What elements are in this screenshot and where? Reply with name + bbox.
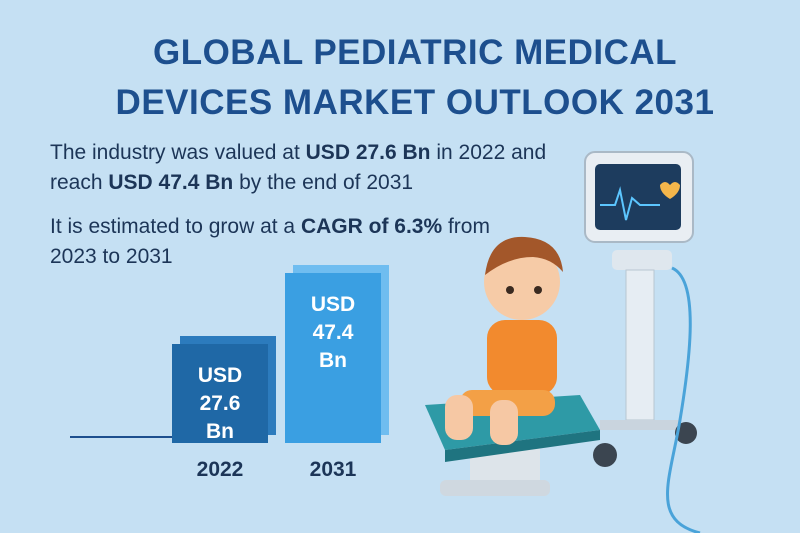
highlight: CAGR of 6.3% xyxy=(300,215,443,238)
text: by the end of 2031 xyxy=(233,171,414,194)
text: in 2022 and reach xyxy=(50,141,547,194)
value-label: USD 47.4 Bn xyxy=(310,293,356,372)
paragraph: It is estimated to grow at a CAGR of 6.3… xyxy=(50,212,490,272)
title: GLOBAL PEDIATRIC MEDICAL DEVICES MARKET … xyxy=(115,33,715,122)
x-tick-label: 2022 xyxy=(196,458,244,481)
bar xyxy=(172,344,268,443)
child xyxy=(445,236,563,445)
highlight: USD 27.6 Bn xyxy=(305,141,431,164)
highlight: USD 47.4 Bn xyxy=(108,171,234,194)
bar xyxy=(285,273,381,443)
text: It is estimated to grow at a xyxy=(50,215,301,238)
x-tick-label: 2031 xyxy=(309,458,357,481)
monitor xyxy=(584,151,701,533)
text: from 2023 to 2031 xyxy=(50,215,490,268)
paragraph: The industry was valued at USD 27.6 Bn i… xyxy=(50,138,550,198)
text: The industry was valued at xyxy=(50,141,306,164)
value-label: USD 27.6 Bn xyxy=(197,364,243,443)
